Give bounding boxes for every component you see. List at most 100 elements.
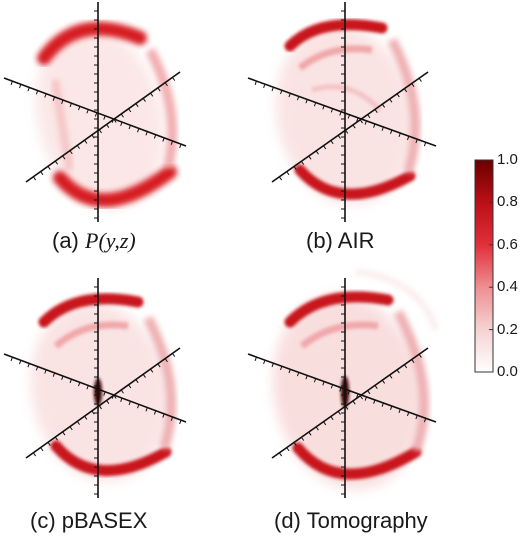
axis-tick bbox=[263, 83, 266, 89]
axis-tick bbox=[179, 419, 182, 425]
axis-tick bbox=[32, 176, 37, 181]
axis-tick bbox=[278, 176, 283, 181]
axis-tick bbox=[398, 132, 401, 138]
axis-tick bbox=[142, 374, 146, 378]
axis-tick bbox=[411, 359, 415, 364]
colorbar-label-0-2: 0.2 bbox=[497, 321, 518, 338]
axis-tick bbox=[27, 87, 30, 92]
axis-tick bbox=[52, 96, 56, 101]
axis-tick bbox=[330, 416, 334, 421]
axis-tick bbox=[396, 369, 400, 374]
colorbar-label-0-8: 0.8 bbox=[497, 193, 518, 210]
colorbar-ticks bbox=[489, 159, 493, 373]
axis-tick bbox=[315, 426, 319, 431]
axis-tick bbox=[315, 150, 319, 155]
distribution-c bbox=[30, 293, 177, 482]
panel-b bbox=[247, 2, 437, 222]
axis-tick bbox=[78, 382, 81, 387]
axis-tick bbox=[76, 421, 80, 425]
axis-tick bbox=[367, 114, 371, 119]
axis-tick bbox=[381, 379, 386, 384]
axis-tick bbox=[347, 390, 351, 395]
axis-tick bbox=[322, 105, 325, 110]
axis-tick bbox=[54, 436, 59, 441]
axis-tick bbox=[91, 410, 95, 415]
axis-tick bbox=[286, 447, 290, 452]
colorbar-label-0-0: 0.0 bbox=[497, 363, 518, 380]
axis-tick bbox=[106, 124, 110, 129]
axis-tick bbox=[91, 134, 95, 139]
axis-tick bbox=[330, 108, 334, 113]
axis-tick bbox=[398, 408, 401, 414]
caption-a-prefix: (a) bbox=[52, 228, 85, 253]
axis-tick bbox=[423, 418, 427, 423]
caption-c-text: pBASEX bbox=[61, 508, 148, 533]
axis-tick bbox=[305, 375, 308, 380]
axis-tick bbox=[153, 410, 157, 415]
axis-tick bbox=[308, 431, 312, 436]
axis-tick bbox=[339, 111, 342, 116]
axis-tick bbox=[35, 366, 39, 371]
axis-tick bbox=[418, 77, 422, 82]
axis-tick bbox=[62, 155, 66, 160]
colorbar bbox=[474, 159, 494, 373]
axis-tick bbox=[10, 80, 13, 86]
axis-tick bbox=[106, 400, 110, 405]
axis-tick bbox=[47, 442, 51, 446]
axis-tick bbox=[271, 363, 274, 368]
axis-tick bbox=[337, 411, 341, 415]
axis-tick bbox=[137, 128, 140, 133]
axis-tick bbox=[164, 82, 168, 87]
panel-c bbox=[3, 278, 187, 498]
axis-tick bbox=[61, 99, 64, 104]
caption-b-text: AIR bbox=[337, 228, 375, 253]
axis-tick bbox=[403, 364, 408, 369]
axis-tick bbox=[172, 77, 176, 81]
axis-tick bbox=[305, 99, 308, 104]
axis-tick bbox=[352, 400, 356, 405]
axis-tick bbox=[271, 87, 274, 92]
axis-tick bbox=[411, 83, 415, 88]
axis-tick bbox=[313, 102, 317, 107]
axis-tick bbox=[62, 431, 66, 436]
axis-ticks bbox=[10, 10, 427, 495]
axis-tick bbox=[406, 411, 410, 417]
axis-tick bbox=[337, 135, 341, 139]
axis-tick bbox=[423, 142, 427, 147]
axis-tick bbox=[345, 405, 349, 410]
caption-a: (a) P(y,z) bbox=[52, 228, 136, 254]
axis-tick bbox=[356, 393, 359, 398]
axis-tick bbox=[263, 359, 266, 365]
axes-b bbox=[247, 2, 437, 222]
axis-tick bbox=[145, 131, 148, 136]
axis-tick bbox=[137, 404, 140, 409]
axis-tick bbox=[40, 447, 44, 452]
axis-tick bbox=[84, 139, 88, 144]
caption-d-text: Tomography bbox=[306, 508, 428, 533]
axis-tick bbox=[162, 413, 165, 418]
axis-tick bbox=[170, 140, 174, 145]
axis-tick bbox=[389, 98, 393, 103]
axis-tick bbox=[40, 171, 44, 176]
axis-tick bbox=[18, 84, 22, 89]
colorbar-label-1-0: 1.0 bbox=[497, 151, 518, 168]
axis-tick bbox=[293, 442, 297, 446]
axis-tick bbox=[313, 378, 317, 383]
axis-tick bbox=[35, 90, 39, 95]
axis-tick bbox=[323, 421, 327, 426]
caption-c: (c) pBASEX bbox=[30, 508, 147, 534]
axis-tick bbox=[323, 145, 327, 150]
axis-tick bbox=[10, 356, 13, 362]
axis-tick bbox=[103, 115, 106, 120]
axis-tick bbox=[78, 106, 81, 111]
colorbar-gradient bbox=[474, 159, 494, 373]
axis-tick bbox=[374, 385, 378, 389]
axis-tick bbox=[278, 452, 283, 457]
axis-tick bbox=[286, 171, 290, 176]
axis-tick bbox=[103, 391, 106, 396]
axis-tick bbox=[84, 415, 88, 420]
axis-tick bbox=[120, 389, 124, 394]
axis-tick bbox=[69, 426, 73, 431]
axis-tick bbox=[364, 396, 367, 401]
distribution-a bbox=[35, 21, 178, 209]
